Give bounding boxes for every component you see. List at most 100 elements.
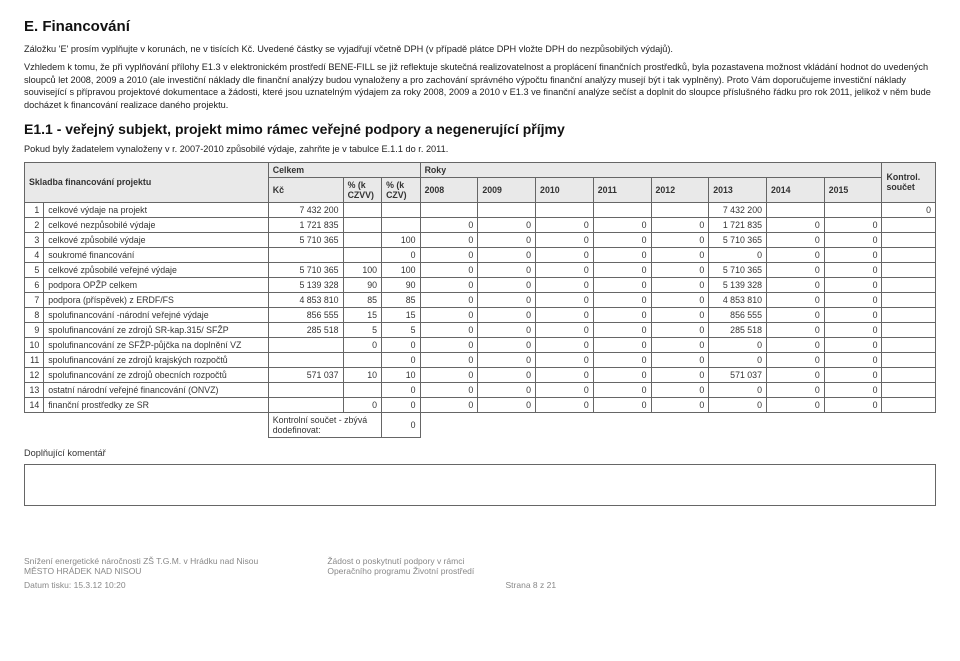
table-cell: 0 — [536, 232, 594, 247]
table-cell: celkové výdaje na projekt — [44, 202, 269, 217]
table-cell: 0 — [382, 397, 421, 412]
table-cell: 1 721 835 — [268, 217, 343, 232]
footer-project-name: Snížení energetické náročnosti ZŠ T.G.M.… — [24, 556, 325, 566]
table-cell: 0 — [536, 382, 594, 397]
table-cell: 12 — [25, 367, 44, 382]
table-cell: 7 432 200 — [268, 202, 343, 217]
th-2008: 2008 — [420, 177, 478, 202]
table-cell: 0 — [593, 262, 651, 277]
table-cell: 0 — [420, 367, 478, 382]
table-cell: 0 — [420, 292, 478, 307]
table-cell: 0 — [824, 247, 882, 262]
table-row: 3celkové způsobilé výdaje5 710 365100000… — [25, 232, 936, 247]
table-cell: 0 — [766, 337, 824, 352]
table-row: 13ostatní národní veřejné financování (O… — [25, 382, 936, 397]
table-cell: 0 — [766, 382, 824, 397]
table-cell — [382, 202, 421, 217]
table-cell: 0 — [651, 217, 709, 232]
table-cell: 856 555 — [709, 307, 767, 322]
table-cell: 0 — [536, 352, 594, 367]
comment-box[interactable] — [24, 464, 936, 506]
table-cell: 0 — [478, 277, 536, 292]
table-cell — [882, 352, 936, 367]
table-cell: spolufinancování ze SFŽP-půjčka na dopln… — [44, 337, 269, 352]
financing-table: Skladba financování projektu Celkem Roky… — [24, 162, 936, 438]
table-cell: 0 — [420, 307, 478, 322]
table-cell: 0 — [478, 367, 536, 382]
table-cell: 6 — [25, 277, 44, 292]
table-cell: 285 518 — [268, 322, 343, 337]
table-cell: 856 555 — [268, 307, 343, 322]
footer-print-date: Datum tisku: 15.3.12 10:20 — [24, 580, 126, 590]
table-cell: 0 — [420, 382, 478, 397]
table-cell: 4 853 810 — [709, 292, 767, 307]
th-2013: 2013 — [709, 177, 767, 202]
table-cell: finanční prostředky ze SR — [44, 397, 269, 412]
table-cell: podpora (příspěvek) z ERDF/FS — [44, 292, 269, 307]
table-cell: 100 — [382, 262, 421, 277]
table-cell: 5 — [25, 262, 44, 277]
table-cell: 0 — [766, 292, 824, 307]
table-cell: 0 — [536, 397, 594, 412]
table-cell: 0 — [420, 352, 478, 367]
note-text: Pokud byly žadatelem vynaloženy v r. 200… — [24, 143, 936, 155]
table-cell: 0 — [651, 247, 709, 262]
table-cell: 8 — [25, 307, 44, 322]
table-cell: 0 — [478, 382, 536, 397]
table-cell: 0 — [536, 247, 594, 262]
table-cell: 5 710 365 — [268, 232, 343, 247]
table-cell: 10 — [25, 337, 44, 352]
table-cell — [268, 247, 343, 262]
table-row: 9spolufinancování ze zdrojů SR-kap.315/ … — [25, 322, 936, 337]
table-cell: 0 — [420, 232, 478, 247]
table-cell: 0 — [420, 277, 478, 292]
table-cell: 0 — [709, 382, 767, 397]
th-pk2: % (k CZV) — [382, 177, 421, 202]
table-cell: 0 — [651, 307, 709, 322]
th-2011: 2011 — [593, 177, 651, 202]
table-cell — [268, 397, 343, 412]
table-cell: celkové způsobilé veřejné výdaje — [44, 262, 269, 277]
table-cell: 285 518 — [709, 322, 767, 337]
section-title: E. Financování — [24, 18, 936, 35]
table-cell: 0 — [766, 247, 824, 262]
table-cell: 0 — [593, 322, 651, 337]
table-cell: 0 — [420, 397, 478, 412]
table-cell: 0 — [420, 337, 478, 352]
table-cell: 0 — [420, 262, 478, 277]
table-cell: 0 — [593, 217, 651, 232]
table-cell: 3 — [25, 232, 44, 247]
table-cell: 4 853 810 — [268, 292, 343, 307]
table-cell: 0 — [824, 217, 882, 232]
table-row: 8spolufinancování -národní veřejné výdaj… — [25, 307, 936, 322]
table-cell: spolufinancování ze zdrojů obecních rozp… — [44, 367, 269, 382]
table-cell — [882, 367, 936, 382]
table-cell — [824, 202, 882, 217]
table-cell: 0 — [382, 382, 421, 397]
table-cell: 0 — [536, 292, 594, 307]
table-cell — [882, 247, 936, 262]
table-cell — [343, 217, 381, 232]
table-cell: 10 — [382, 367, 421, 382]
footer-applicant: MĚSTO HRÁDEK NAD NISOU — [24, 566, 325, 576]
table-cell: 0 — [766, 277, 824, 292]
table-cell: 5 710 365 — [709, 262, 767, 277]
table-cell — [882, 322, 936, 337]
table-cell — [882, 217, 936, 232]
table-cell — [882, 277, 936, 292]
table-cell: celkové nezpůsobilé výdaje — [44, 217, 269, 232]
table-cell: 10 — [343, 367, 381, 382]
table-cell: 85 — [343, 292, 381, 307]
table-cell: 0 — [478, 337, 536, 352]
table-cell: 0 — [766, 217, 824, 232]
table-cell: 0 — [343, 337, 381, 352]
footer-doc-title-1: Žádost o poskytnutí podpory v rámci — [327, 556, 628, 566]
table-cell: 0 — [766, 352, 824, 367]
table-cell: 5 139 328 — [709, 277, 767, 292]
table-cell: 7 432 200 — [709, 202, 767, 217]
table-cell: 0 — [382, 247, 421, 262]
table-cell: 0 — [420, 247, 478, 262]
comment-label: Doplňující komentář — [24, 448, 936, 458]
table-cell — [651, 202, 709, 217]
table-cell: 0 — [824, 232, 882, 247]
